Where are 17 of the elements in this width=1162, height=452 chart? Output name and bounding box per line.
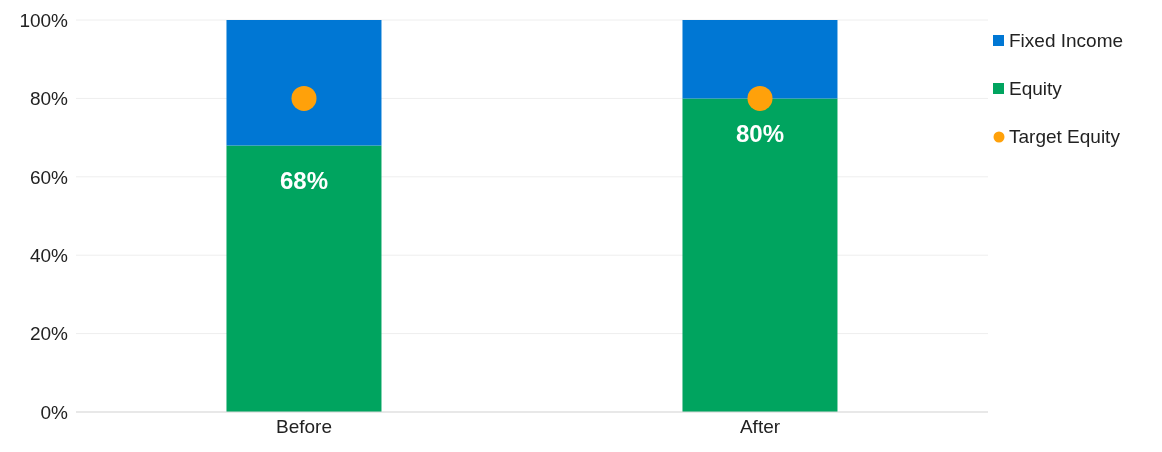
y-tick-label: 40% (29, 244, 69, 266)
y-tick-label: 80% (29, 88, 69, 110)
legend-label: Target Equity (1009, 126, 1120, 148)
bar (226, 145, 382, 412)
y-tick-label: 100% (19, 9, 69, 31)
x-tick-label: After (739, 416, 781, 438)
bar (682, 20, 838, 99)
legend-label: Equity (1009, 78, 1062, 100)
y-tick-label: 0% (40, 401, 69, 423)
legend-label: Fixed Income (1009, 30, 1124, 52)
y-tick-label: 60% (29, 166, 69, 188)
x-tick-label: Before (276, 416, 332, 438)
data-label: 68% (279, 167, 328, 195)
data-label: 80% (735, 120, 784, 148)
bar (682, 98, 838, 412)
y-tick-label: 20% (29, 323, 69, 345)
bar (226, 20, 382, 146)
